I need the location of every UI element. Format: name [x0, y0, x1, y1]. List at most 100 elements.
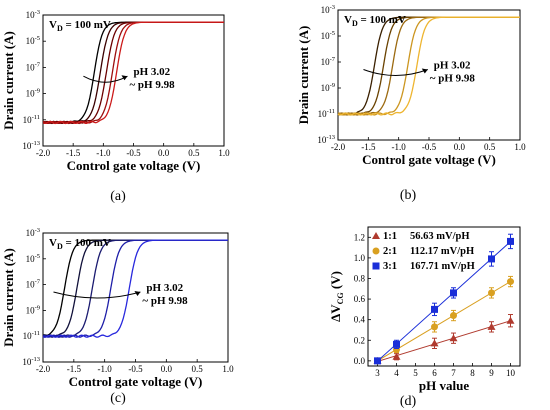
series-curve: [337, 16, 520, 116]
x-tick-label: 0.0: [158, 148, 170, 158]
panel-label: (a): [110, 189, 126, 204]
y-tick-label: 10-9: [321, 82, 335, 93]
y-axis-label: Drain current (A): [296, 26, 311, 125]
ph-label-end: ~ pH 9.98: [430, 72, 476, 84]
series-curve: [42, 239, 228, 338]
x-tick-label: 1.0: [222, 364, 234, 374]
x-tick-label: -1.0: [98, 364, 113, 374]
x-axis-label: Control gate voltage (V): [69, 374, 203, 389]
chart-panel-a: -2.0 -1.5 -1.0 -0.5 0.0 0.5 1.0 10-3 10-5 10-7 10-…: [1, 9, 230, 204]
y-tick-label: 10-3: [26, 227, 40, 238]
y-axis-label: ΔVCG (V): [328, 271, 345, 322]
x-tick-label: -0.5: [422, 142, 437, 152]
legend-slope: 167.71 mV/pH: [410, 261, 475, 272]
x-tick-label: 9: [489, 368, 494, 378]
ph-label-end: ~ pH 9.98: [142, 295, 188, 307]
series-curve: [42, 239, 228, 338]
data-point: [450, 312, 457, 320]
x-tick-label: -2.0: [36, 364, 51, 374]
y-tick-label: 0.4: [354, 315, 366, 325]
data-point: [507, 278, 514, 286]
shift-arrow: [53, 291, 141, 299]
data-point: [487, 322, 496, 330]
x-tick-label: 10: [506, 368, 516, 378]
y-tick-label: 10-3: [26, 9, 40, 20]
y-axis-label: Drain current (A): [1, 31, 16, 130]
x-tick-label: 1.0: [218, 148, 230, 158]
panel-label: (d): [400, 394, 417, 409]
x-tick-label: -1.5: [361, 142, 376, 152]
x-tick-label: 0.5: [192, 364, 204, 374]
series-curve: [337, 16, 520, 116]
y-tick-label: 1.0: [354, 253, 366, 263]
data-point: [450, 289, 457, 297]
panel-label: (b): [400, 188, 417, 203]
x-tick-label: -1.0: [96, 148, 111, 158]
panel-label: (c): [110, 391, 126, 406]
arrow-head: [421, 68, 428, 74]
arrow-head: [134, 291, 141, 297]
data-point: [506, 316, 515, 324]
y-tick-label: 0.0: [354, 356, 366, 366]
series-curve: [337, 16, 520, 116]
x-tick-label: 3: [375, 368, 380, 378]
data-point: [393, 340, 400, 348]
legend-slope: 56.63 mV/pH: [410, 231, 470, 242]
y-tick-label: 10-9: [26, 304, 40, 315]
legend-name: 2:1: [383, 246, 397, 257]
data-point: [431, 305, 438, 313]
x-tick-label: -1.0: [392, 142, 407, 152]
ph-label-start: pH 3.02: [146, 282, 183, 294]
y-tick-label: 10-5: [26, 35, 40, 46]
x-axis-label: Control gate voltage (V): [362, 152, 496, 167]
ph-label-start: pH 3.02: [133, 66, 170, 78]
x-tick-label: -1.5: [67, 364, 82, 374]
series-curve: [42, 239, 228, 338]
x-tick-label: -0.5: [128, 364, 143, 374]
y-tick-label: 10-7: [26, 279, 41, 290]
y-axis-label: Drain current (A): [1, 248, 16, 347]
ph-label-end: ~ pH 9.98: [129, 79, 175, 91]
x-tick-label: 4: [394, 368, 399, 378]
x-tick-label: 0.5: [188, 148, 200, 158]
data-point: [449, 334, 458, 342]
x-tick-label: 0.0: [454, 142, 466, 152]
data-point: [430, 339, 439, 347]
y-tick-label: 10-5: [321, 30, 335, 41]
y-tick-label: 0.2: [354, 335, 365, 345]
series-curve: [337, 16, 520, 116]
x-tick-label: 1.0: [514, 142, 526, 152]
chart-panel-d: 3 4 5 6 7 8 9 10 0.0 0.2 0.4 0.6 0.8 1.0 1.2 1:1 56.63 m…: [328, 226, 521, 409]
shift-arrow: [363, 69, 428, 76]
y-tick-label: 0.8: [354, 273, 366, 283]
series-curve: [42, 239, 228, 338]
x-tick-label: -0.5: [126, 148, 141, 158]
legend-slope: 112.17 mV/pH: [410, 246, 474, 257]
legend-name: 1:1: [383, 231, 397, 242]
y-tick-label: 10-11: [318, 108, 335, 119]
y-tick-label: 10-5: [26, 253, 40, 264]
series-curve: [42, 21, 224, 125]
vd-annotation: VD = 100 mV: [49, 237, 111, 251]
legend-name: 3:1: [383, 261, 397, 272]
x-tick-label: 7: [451, 368, 456, 378]
y-tick-label: 10-3: [321, 4, 335, 15]
data-point: [507, 237, 514, 245]
plot-frame: [367, 226, 521, 367]
arrow-head: [121, 75, 128, 81]
data-point: [431, 323, 438, 331]
fit-line: [377, 320, 511, 362]
y-tick-label: 10-9: [26, 88, 40, 99]
y-tick-label: 0.6: [354, 294, 366, 304]
series-curve: [337, 16, 520, 116]
legend-marker: [372, 232, 380, 239]
y-tick-label: 10-13: [22, 140, 40, 151]
vd-annotation: VD = 100 mV: [344, 14, 406, 28]
y-tick-label: 10-11: [23, 330, 40, 341]
chart-panel-c: -2.0 -1.5 -1.0 -0.5 0.0 0.5 1.0 10-3 10-5 10-7 10-…: [1, 227, 234, 406]
x-tick-label: 0.0: [161, 364, 173, 374]
y-tick-label: 10-7: [321, 56, 336, 67]
x-tick-label: 5: [413, 368, 418, 378]
x-tick-label: -2.0: [331, 142, 346, 152]
